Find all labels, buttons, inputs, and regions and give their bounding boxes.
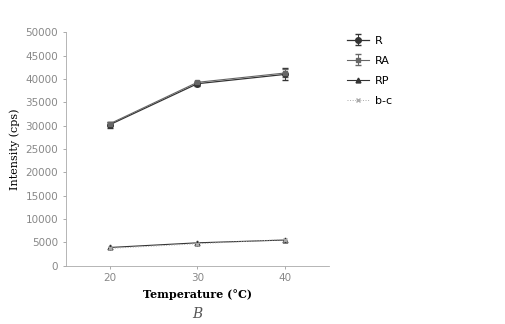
Text: B: B <box>192 307 202 321</box>
X-axis label: Temperature (°C): Temperature (°C) <box>142 289 251 300</box>
Y-axis label: Intensity (cps): Intensity (cps) <box>9 108 20 190</box>
Legend: R, RA, RP, b-c: R, RA, RP, b-c <box>344 33 393 108</box>
